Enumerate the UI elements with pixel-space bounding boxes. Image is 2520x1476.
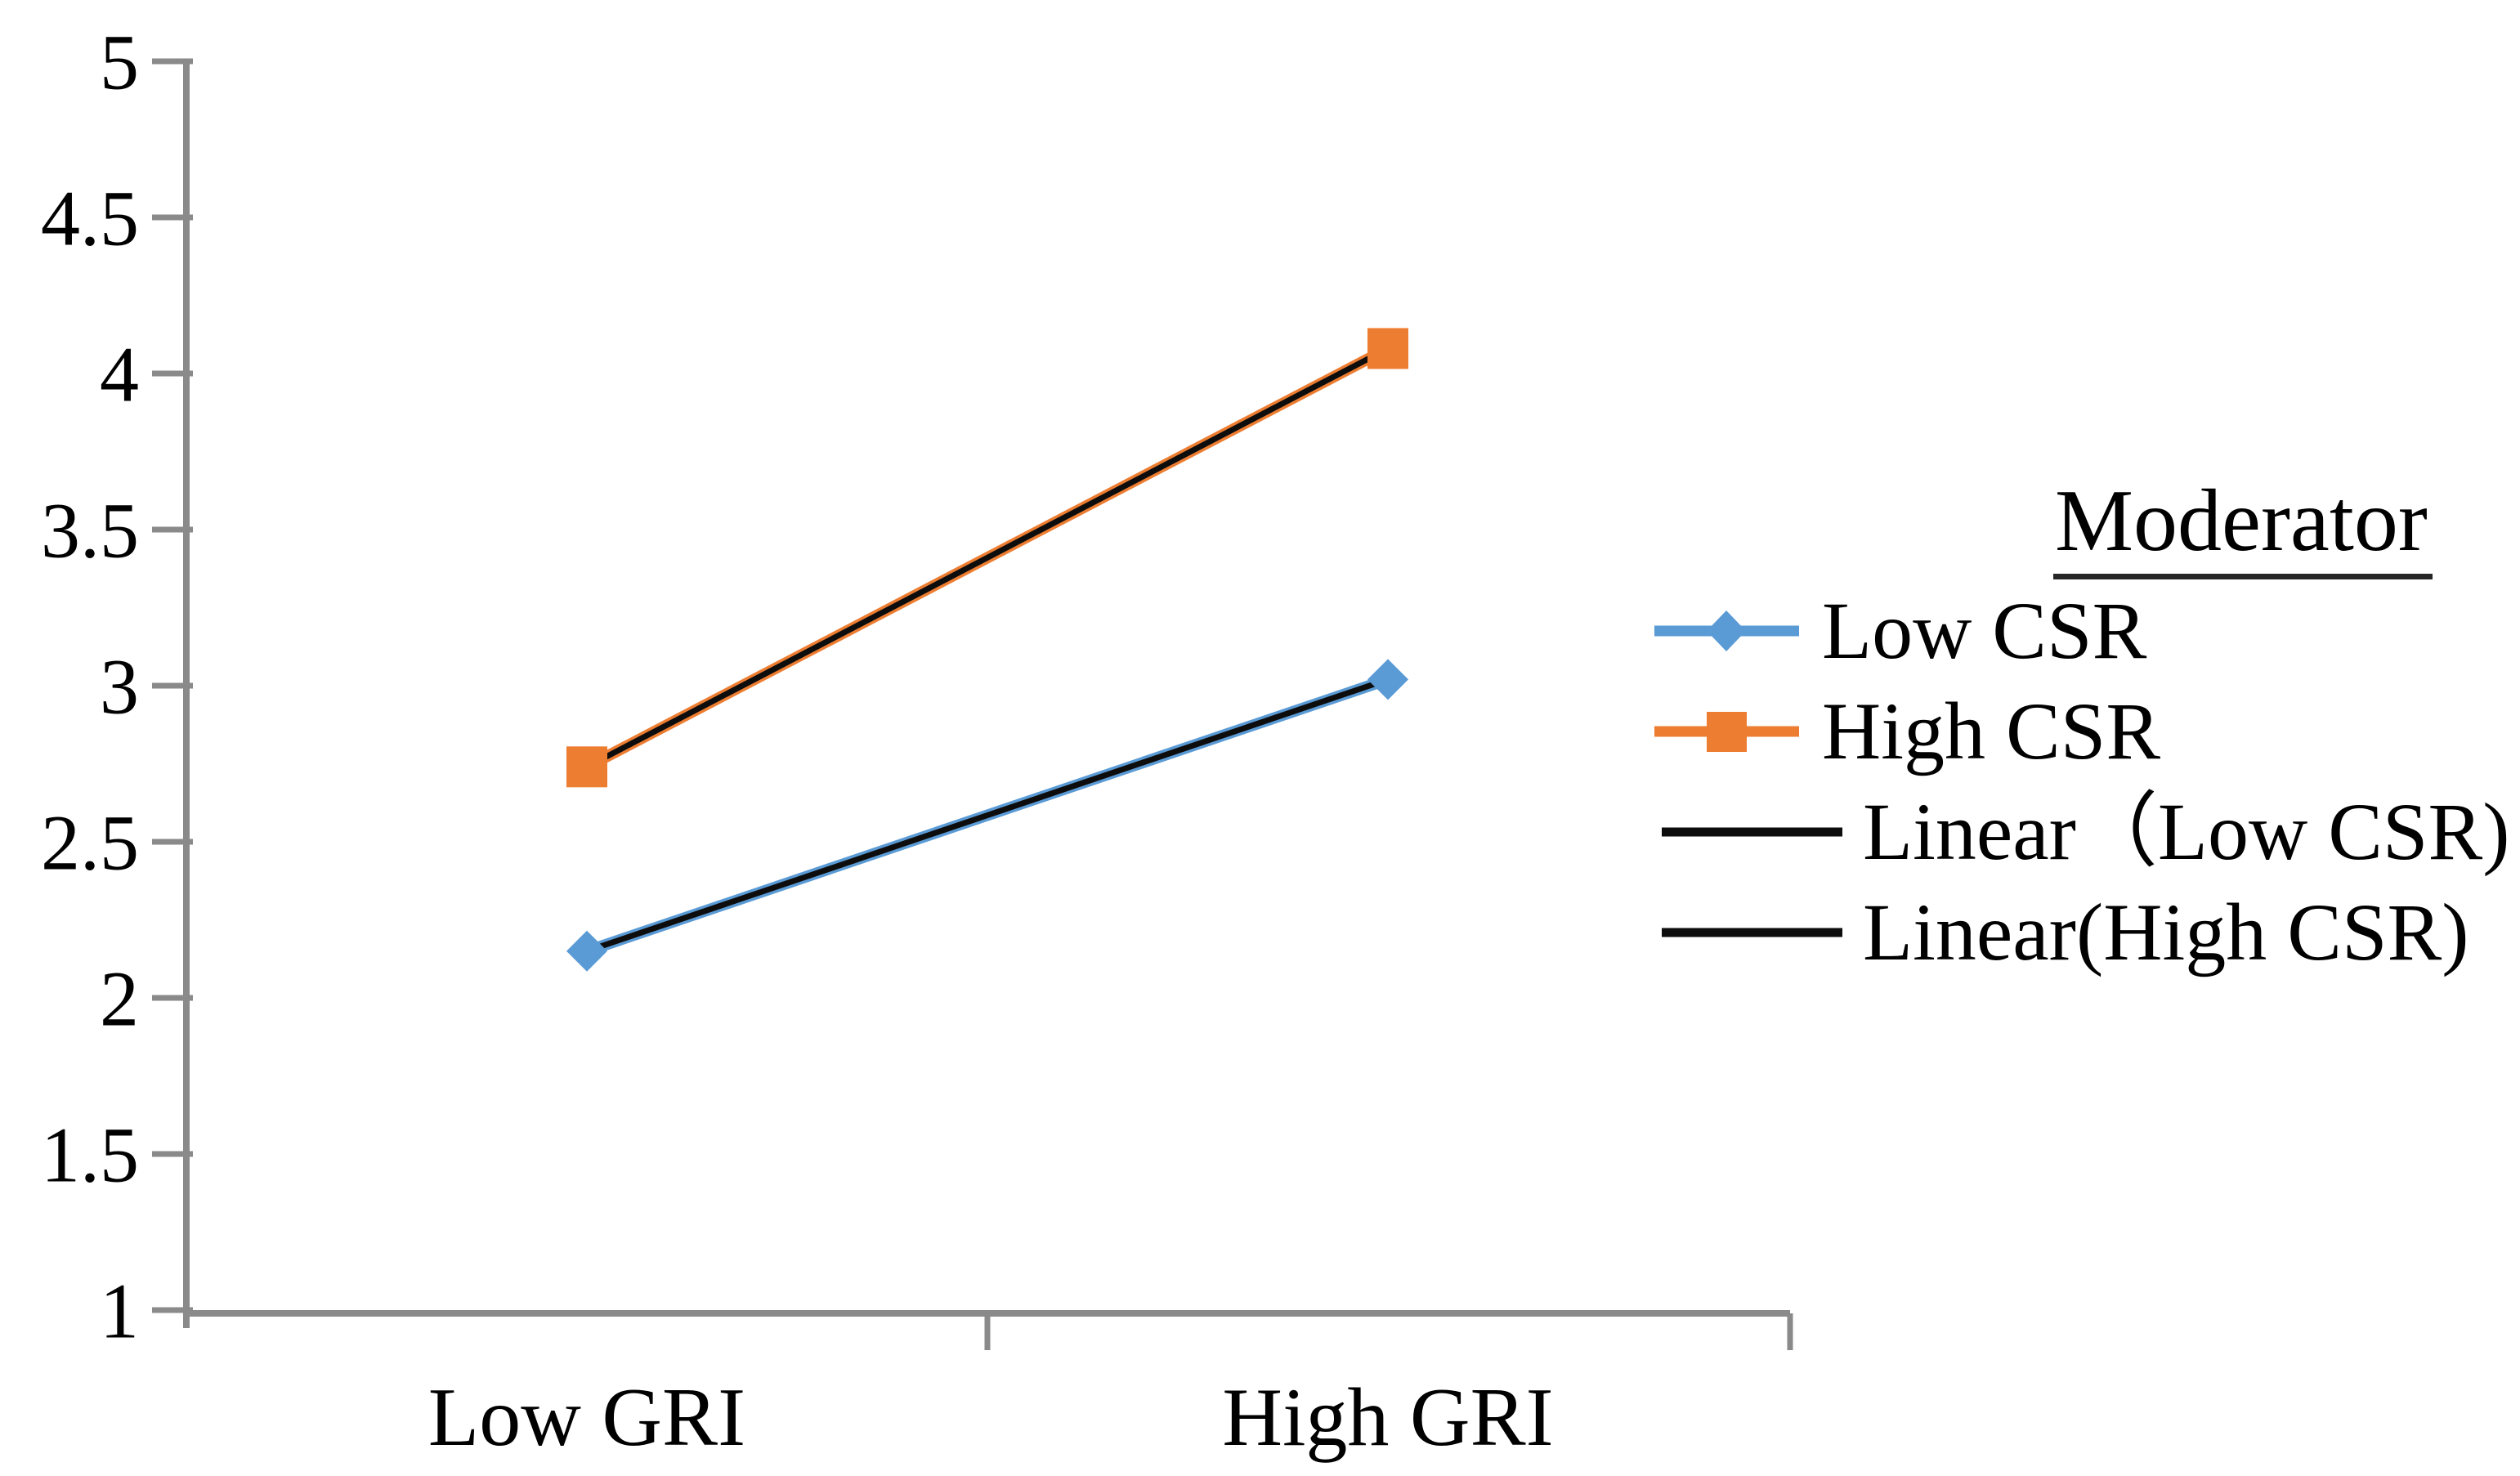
marker-high-csr-high-gri [1367, 328, 1408, 369]
y-tick-label-4.5: 4.5 [41, 175, 139, 262]
x-axis-label-high-gri: High GRI [1222, 1371, 1553, 1464]
trendline-low-csr [585, 677, 1390, 955]
y-tick-label-1.5: 1.5 [41, 1111, 139, 1199]
marker-high-csr-low-gri [566, 746, 607, 788]
marker-low-csr-high-gri [1367, 659, 1408, 700]
y-tick-label-2.5: 2.5 [41, 799, 139, 887]
x-axis-label-low-gri: Low GRI [428, 1371, 745, 1464]
y-tick-label-2: 2 [100, 955, 139, 1043]
y-tick-label-3.5: 3.5 [41, 487, 139, 575]
y-tick-label-4: 4 [100, 331, 139, 418]
y-tick-label-1: 1 [100, 1268, 139, 1355]
trendline-high-csr [585, 346, 1390, 770]
y-tick-label-5: 5 [100, 19, 139, 106]
marker-low-csr-low-gri [566, 930, 607, 972]
y-tick-label-3: 3 [100, 643, 139, 731]
